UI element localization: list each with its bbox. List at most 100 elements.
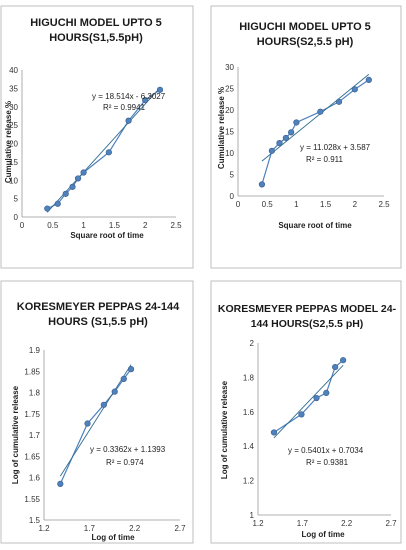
y-tick-label: 15 — [225, 128, 234, 137]
x-tick-label: 1 — [294, 200, 299, 209]
higuchi-s2-chart: HIGUCHI MODEL UPTO 5 HOURS(S2,5.5 pH) Cu… — [210, 5, 402, 269]
chart-panel-higuchi-s1: HIGUCHI MODEL UPTO 5 HOURS(S1,5.5pH) Cum… — [0, 0, 203, 275]
x-axis-label: Square root of time — [278, 221, 352, 230]
x-tick-label: 1.2 — [252, 519, 264, 528]
trendline-equation: y = 11.028x + 3.587 — [300, 143, 371, 152]
chart-frame — [210, 280, 402, 544]
data-point — [111, 388, 118, 395]
chart-panel-higuchi-s2: HIGUCHI MODEL UPTO 5 HOURS(S2,5.5 pH) Cu… — [203, 0, 406, 275]
data-point — [258, 181, 266, 188]
chart-title-line-2: HOURS (S1,5.5 pH) — [48, 316, 148, 328]
y-tick-label: 5 — [230, 171, 235, 180]
data-point — [351, 86, 358, 93]
data-point — [298, 411, 305, 418]
x-tick-label: 1.7 — [297, 519, 309, 528]
data-point — [293, 119, 300, 126]
data-point — [332, 363, 339, 371]
x-tick-label: 1.7 — [84, 524, 96, 533]
chart-title-line-1: HIGUCHI MODEL UPTO 5 — [30, 17, 162, 29]
y-tick-label: 0 — [14, 213, 19, 222]
y-tick-label: 1.2 — [243, 477, 255, 486]
chart-title-line-1: HIGUCHI MODEL UPTO 5 — [239, 21, 371, 33]
y-tick-label: 15 — [9, 158, 18, 167]
chart-title-line-2: HOURS(S2,5.5 pH) — [257, 36, 354, 48]
x-tick-label: 1.2 — [38, 524, 50, 533]
y-axis-label: Log of cumulative release — [220, 380, 229, 479]
chart-title-line-1: KORESMEYER PEPPAS 24-144 — [17, 301, 180, 313]
y-tick-label: 25 — [225, 85, 234, 94]
data-point — [69, 183, 76, 190]
y-tick-label: 1.6 — [29, 474, 41, 483]
series-line — [261, 79, 370, 185]
data-point — [317, 108, 324, 115]
x-tick-label: 2.5 — [170, 221, 182, 230]
data-point — [57, 480, 64, 487]
y-axis-label: Cumulative release % — [4, 101, 13, 183]
x-tick-label: 2 — [143, 221, 148, 230]
data-point — [125, 117, 132, 124]
chart-panel-peppas-s2: KORESMEYER PEPPAS MODEL 24- 144 HOURS(S2… — [203, 275, 406, 550]
y-axis-label: Log of cumulative release — [11, 385, 20, 484]
higuchi-s1-chart: HIGUCHI MODEL UPTO 5 HOURS(S1,5.5pH) Cum… — [0, 5, 194, 269]
x-tick-label: 2.7 — [174, 524, 186, 533]
r-squared-label: R² = 0.9381 — [306, 458, 349, 467]
y-tick-label: 1.6 — [243, 408, 255, 417]
y-tick-label: 1.7 — [29, 431, 41, 440]
y-tick-label: 20 — [9, 140, 18, 149]
x-tick-label: 1.5 — [109, 221, 121, 230]
y-tick-label: 1.65 — [24, 452, 40, 461]
x-tick-label: 0 — [236, 200, 241, 209]
x-tick-label: 1 — [81, 221, 86, 230]
data-point — [156, 86, 164, 93]
peppas-s1-chart: KORESMEYER PEPPAS 24-144 HOURS (S1,5.5 p… — [0, 280, 194, 544]
data-point — [84, 420, 91, 427]
trendline-equation: y = 0.5401x + 0.7034 — [288, 446, 364, 455]
y-tick-label: 10 — [225, 149, 234, 158]
plot-area: 0 5 10 15 20 25 30 0 0.5 1 1.5 2 2.5 — [225, 63, 390, 209]
x-tick-label: 2 — [353, 200, 358, 209]
y-tick-label: 1 — [250, 511, 255, 520]
data-point — [340, 357, 347, 364]
data-point — [288, 129, 295, 136]
x-tick-label: 2.5 — [378, 200, 390, 209]
y-tick-label: 1.4 — [243, 442, 255, 451]
y-tick-label: 30 — [225, 63, 234, 72]
data-point — [270, 429, 278, 436]
x-tick-label: 2.7 — [385, 519, 397, 528]
y-tick-label: 40 — [9, 66, 18, 75]
y-tick-label: 1.75 — [24, 410, 40, 419]
trendline — [59, 364, 132, 477]
x-axis-label: Log of time — [301, 530, 345, 539]
y-axis-label: Cumulative release % — [217, 87, 226, 169]
r-squared-label: R² = 0.974 — [106, 458, 144, 467]
chart-panel-peppas-s1: KORESMEYER PEPPAS 24-144 HOURS (S1,5.5 p… — [0, 275, 203, 550]
chart-frame — [210, 5, 402, 269]
data-point — [100, 401, 107, 408]
trendline-equation: y = 0.3362x + 1.1393 — [90, 445, 166, 454]
y-tick-label: 35 — [9, 84, 18, 93]
r-squared-label: R² = 0.911 — [306, 155, 344, 164]
y-tick-label: 1.55 — [24, 495, 40, 504]
x-axis-label: Log of time — [91, 533, 135, 542]
data-point — [127, 366, 135, 373]
y-tick-label: 1.9 — [29, 346, 41, 355]
data-point — [142, 97, 149, 104]
y-tick-label: 2 — [250, 339, 255, 348]
data-point — [74, 175, 82, 182]
x-tick-label: 0 — [20, 221, 25, 230]
x-tick-label: 0.5 — [262, 200, 274, 209]
data-point — [268, 147, 275, 154]
data-point — [80, 169, 87, 176]
y-tick-label: 0 — [230, 192, 235, 201]
data-point — [282, 134, 289, 142]
trendline-equation: y = 18.514x - 6.3027 — [92, 92, 166, 101]
y-tick-label: 1.85 — [24, 367, 40, 376]
y-tick-label: 5 — [14, 195, 19, 204]
data-point — [62, 190, 69, 197]
plot-area: 1.5 1.55 1.6 1.65 1.7 1.75 1.8 1.85 1.9 1.2 1.7 2.2… — [24, 346, 186, 533]
chart-title-line-2: HOURS(S1,5.5pH) — [49, 32, 143, 44]
data-point — [120, 375, 127, 382]
data-point — [105, 149, 112, 156]
x-tick-label: 1.5 — [320, 200, 332, 209]
trendline — [261, 74, 370, 162]
